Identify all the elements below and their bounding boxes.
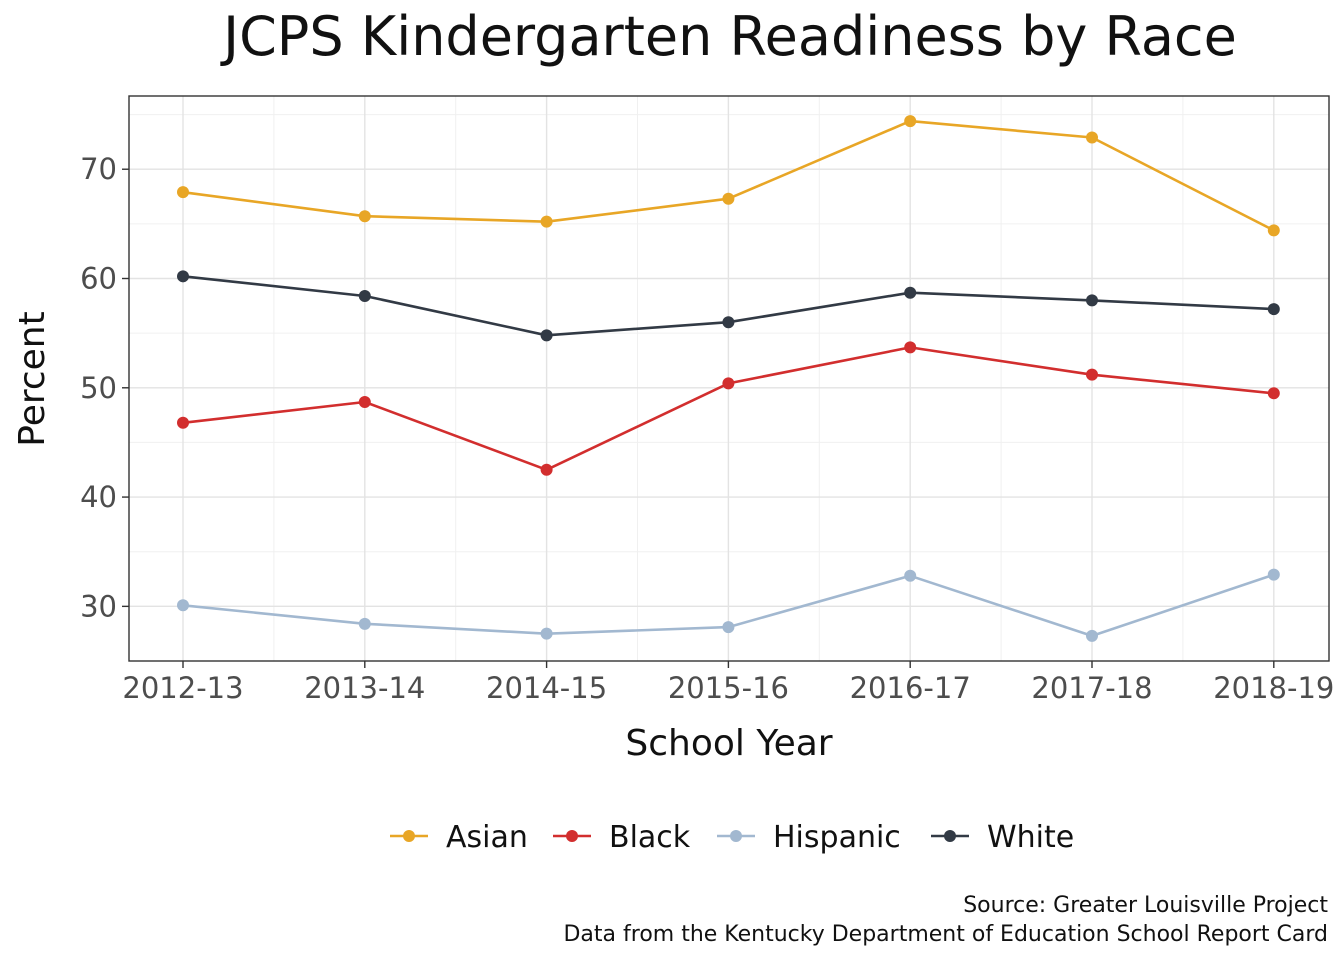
- data-point-asian-2018-19: [1267, 224, 1280, 237]
- legend-key-point-hispanic: [730, 830, 742, 842]
- x-tick-label: 2014-15: [486, 671, 607, 705]
- data-point-black-2015-16: [722, 377, 735, 390]
- data-point-black-2012-13: [177, 416, 189, 429]
- data-point-hispanic-2014-15: [540, 627, 553, 640]
- data-point-black-2018-19: [1267, 387, 1280, 400]
- data-point-asian-2015-16: [722, 192, 735, 205]
- data-point-black-2014-15: [540, 463, 553, 476]
- data-point-white-2017-18: [1086, 294, 1098, 307]
- data-point-hispanic-2012-13: [177, 599, 189, 612]
- caption-data-note: Data from the Kentucky Department of Edu…: [563, 922, 1328, 947]
- legend-item-black: Black: [553, 820, 691, 855]
- data-point-white-2016-17: [904, 286, 917, 299]
- series-hispanic: [177, 568, 1280, 642]
- x-tick-label: 2017-18: [1031, 671, 1152, 705]
- y-tick-label: 60: [80, 262, 117, 296]
- data-point-black-2013-14: [358, 395, 371, 408]
- series-asian: [177, 115, 1280, 237]
- x-axis-ticks: 2012-13 2013-14 2014-15 2015-16 2016-17 2017-…: [122, 661, 1334, 705]
- data-point-white-2013-14: [358, 289, 371, 302]
- legend-key-point-black: [566, 830, 578, 842]
- legend-label-black: Black: [609, 820, 691, 855]
- y-tick-label: 70: [80, 152, 117, 186]
- legend-label-hispanic: Hispanic: [773, 820, 901, 855]
- data-point-white-2012-13: [177, 270, 189, 283]
- x-tick-label: 2012-13: [122, 671, 243, 705]
- data-point-asian-2013-14: [358, 210, 371, 223]
- data-point-asian-2012-13: [177, 186, 189, 199]
- data-point-black-2017-18: [1086, 368, 1098, 381]
- data-point-hispanic-2013-14: [358, 617, 371, 630]
- legend-item-white: White: [931, 820, 1074, 855]
- legend: Asian Black Hispanic White: [390, 820, 1074, 855]
- data-point-asian-2014-15: [540, 215, 553, 228]
- legend-key-point-white: [944, 830, 956, 842]
- data-point-hispanic-2017-18: [1086, 629, 1098, 642]
- series-white: [177, 270, 1280, 342]
- legend-label-white: White: [987, 820, 1074, 855]
- data-point-asian-2016-17: [904, 115, 917, 128]
- series-layer: [177, 115, 1280, 642]
- data-point-hispanic-2016-17: [904, 569, 917, 582]
- legend-item-hispanic: Hispanic: [717, 820, 901, 855]
- y-tick-label: 40: [80, 480, 117, 514]
- legend-label-asian: Asian: [446, 820, 528, 855]
- data-point-hispanic-2018-19: [1267, 568, 1280, 581]
- data-point-white-2015-16: [722, 316, 735, 329]
- y-tick-label: 30: [80, 589, 117, 623]
- x-tick-label: 2018-19: [1213, 671, 1334, 705]
- legend-key-point-asian: [403, 830, 415, 842]
- y-tick-label: 50: [80, 371, 117, 405]
- data-point-white-2014-15: [540, 329, 553, 342]
- data-point-asian-2017-18: [1086, 131, 1098, 144]
- data-point-hispanic-2015-16: [722, 621, 735, 634]
- data-point-black-2016-17: [904, 341, 917, 354]
- x-axis-title: School Year: [625, 723, 832, 764]
- data-point-white-2018-19: [1267, 303, 1280, 316]
- caption-source: Source: Greater Louisville Project: [963, 893, 1328, 918]
- series-black: [177, 341, 1280, 476]
- x-tick-label: 2013-14: [304, 671, 425, 705]
- y-axis-ticks: 30 40 50 60 70: [80, 152, 129, 623]
- legend-item-asian: Asian: [390, 820, 528, 855]
- x-tick-label: 2015-16: [668, 671, 789, 705]
- chart-title: JCPS Kindergarten Readiness by Race: [220, 5, 1237, 68]
- y-axis-title: Percent: [12, 311, 53, 446]
- x-tick-label: 2016-17: [850, 671, 971, 705]
